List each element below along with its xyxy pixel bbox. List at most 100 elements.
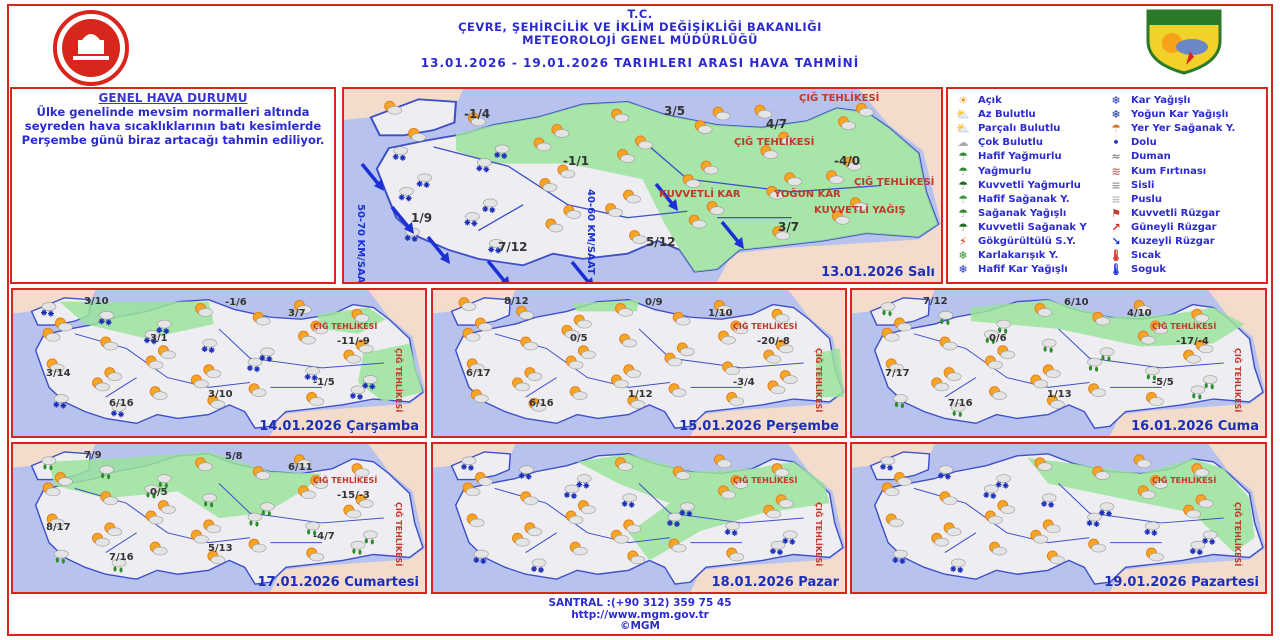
temperature-label: 6/16 xyxy=(109,398,134,409)
snow-icon xyxy=(880,456,896,471)
map-date-label: 17.01.2026 Cumartesi xyxy=(257,575,419,590)
partly-cloudy-icon xyxy=(145,355,164,370)
temperature-label: 7/17 xyxy=(885,368,910,379)
partly-cloudy-icon xyxy=(984,510,1003,525)
rain-icon xyxy=(363,530,378,545)
north-wind-arrow-icon xyxy=(654,182,678,211)
partly-cloudy-icon: ⛅ xyxy=(956,122,970,136)
snow-icon xyxy=(111,403,127,418)
rain-icon xyxy=(350,540,366,555)
rain-icon xyxy=(260,502,275,517)
partly-cloudy-icon xyxy=(355,339,374,354)
partly-cloudy-icon xyxy=(207,550,226,565)
region-borders xyxy=(74,483,384,553)
legend-item: ☂ Yer Yer Sağanak Y. xyxy=(1107,122,1260,136)
sun-small-cloud-icon xyxy=(1092,311,1111,326)
temperature-label: 3/10 xyxy=(208,389,233,400)
sun-small-cloud-icon xyxy=(668,383,687,398)
legend-label: Yoğun Kar Yağışlı xyxy=(1131,109,1229,121)
rain-icon xyxy=(1145,366,1160,381)
header: T.C. ÇEVRE, ŞEHİRCİLİK VE İKLİM DEĞİŞİKL… xyxy=(0,8,1280,70)
scattered-shower-icon: ☂ xyxy=(1111,122,1121,136)
rain-icon xyxy=(1190,385,1206,400)
snow-icon xyxy=(782,530,798,545)
header-directorate: METEOROLOJİ GENEL MÜDÜRLÜĞÜ xyxy=(522,33,758,47)
neighbor-land xyxy=(270,290,425,436)
partly-cloudy-icon xyxy=(565,510,584,525)
temperature-label: 7/12 xyxy=(498,240,528,254)
map-annotation: KUVVETLİ KAR xyxy=(659,189,741,200)
legend-label: Kar Yağışlı xyxy=(1131,95,1191,107)
sun-small-cloud-icon xyxy=(623,364,642,379)
snow-icon xyxy=(937,465,954,480)
partly-cloudy-icon xyxy=(190,529,209,544)
partly-cloudy-icon xyxy=(310,474,329,489)
rain-icon xyxy=(157,474,172,489)
partly-cloudy-icon xyxy=(713,454,732,469)
temperature-label: 6/16 xyxy=(529,398,554,409)
temperature-label: 1/12 xyxy=(628,389,653,400)
map-annotation: ÇIĞ TEHLİKESİ xyxy=(313,476,378,485)
sun-small-cloud-icon xyxy=(565,355,584,370)
legend-label: Hafif Yağmurlu xyxy=(978,151,1062,163)
map-annotation: KUVVETLİ YAĞIŞ xyxy=(814,205,906,216)
sun-small-cloud-icon xyxy=(894,317,912,332)
sun-small-cloud-icon xyxy=(713,300,732,314)
partly-cloudy-icon xyxy=(539,178,558,192)
snow-icon xyxy=(666,512,683,528)
rain-icon xyxy=(983,330,999,344)
partly-cloudy-icon xyxy=(252,311,271,326)
partly-cloudy-icon xyxy=(408,127,426,142)
snow-icon xyxy=(769,540,786,556)
website-link[interactable]: http://www.mgm.gov.tr xyxy=(571,608,709,621)
partly-cloudy-icon xyxy=(563,205,582,219)
summary-title: GENEL HAVA DURUMU xyxy=(98,91,248,105)
snow-icon xyxy=(259,347,275,362)
partly-cloudy-icon xyxy=(1191,463,1210,477)
legend-item: ☁ Çok Bulutlu xyxy=(954,136,1107,150)
legend-item: ≋ Kum Fırtınası xyxy=(1107,164,1260,178)
snow-icon xyxy=(464,212,480,227)
map-annotation: ÇIĞ TEHLİKESİ xyxy=(1233,348,1242,413)
neighbor-land xyxy=(270,444,425,592)
weather-icon-layer xyxy=(880,454,1218,573)
sun-small-cloud-icon xyxy=(763,349,782,364)
legend-item: ≈ Duman xyxy=(1107,150,1260,164)
region-borders xyxy=(494,483,804,553)
partly-cloudy-icon xyxy=(1183,504,1201,519)
sun-small-cloud-icon xyxy=(1133,300,1152,314)
snow-icon xyxy=(156,319,172,335)
forecast-map-day-3: 8/12 0/9 1/10 0/5 -20/-8 6/17 6/16 1/12 -3/4 ÇIĞ … xyxy=(431,288,847,438)
rain-icon xyxy=(1202,375,1218,390)
temperature-label: -4/0 xyxy=(834,154,861,168)
partly-cloudy-icon xyxy=(629,230,647,244)
thrace-land xyxy=(869,451,931,481)
partly-cloudy-icon xyxy=(190,374,209,389)
rain-icon xyxy=(893,394,908,409)
temperature-label: -1/4 xyxy=(464,107,491,121)
temperature-label: 0/5 xyxy=(150,487,168,498)
temperature-label: -15/-3 xyxy=(337,490,370,501)
sun-small-cloud-icon xyxy=(516,305,534,320)
partly-cloudy-icon xyxy=(355,494,374,509)
rain-icon xyxy=(1041,338,1057,353)
map-annotation: ÇIĞ TEHLİKESİ xyxy=(814,348,823,413)
partly-cloudy-icon xyxy=(42,327,61,342)
rain-icon xyxy=(144,484,160,499)
sun-small-cloud-icon xyxy=(528,397,547,412)
sun-small-cloud-icon xyxy=(1183,349,1201,364)
partly-cloudy-icon xyxy=(943,522,962,537)
neighbor-land xyxy=(690,290,845,436)
legend-label: Açık xyxy=(978,95,1002,107)
sun-small-cloud-icon xyxy=(577,345,596,360)
partly-cloudy-icon xyxy=(92,377,110,392)
sun-small-cloud-icon xyxy=(462,327,481,342)
sun-small-cloud-icon xyxy=(1042,364,1061,379)
snow-icon xyxy=(724,521,740,536)
legend-item: ⛅ Az Bulutlu xyxy=(954,108,1107,122)
partly-cloudy-icon xyxy=(672,466,691,480)
strong-wind-icon: ⚑ xyxy=(1111,206,1121,220)
map-annotation: 50-70 KM/SAAT xyxy=(355,204,366,284)
partly-cloudy-icon xyxy=(569,541,588,556)
snow-icon xyxy=(392,146,409,161)
